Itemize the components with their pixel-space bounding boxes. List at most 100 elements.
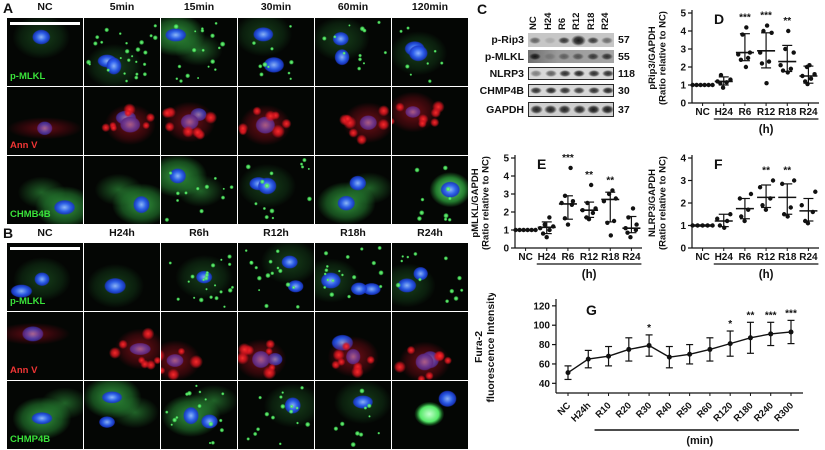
blot-band: [529, 36, 542, 44]
data-point: [544, 235, 549, 240]
blot-kda-marker: 37: [618, 103, 630, 116]
data-point: [778, 62, 783, 68]
y-tick-label: 120: [533, 301, 550, 312]
panel_b-column-header: R24h: [417, 227, 443, 239]
y-axis-label: pMLKL/GAPDH: [470, 168, 481, 237]
data-point: [763, 207, 769, 212]
panel_b-micrograph-r2-c5: [392, 381, 468, 449]
data-point: [570, 199, 576, 204]
panel-D-box: 0 1 2 3 4 5 pRip3/GAPDH (Ratio relative to NC) D…: [645, 0, 825, 148]
blot-band: [543, 36, 556, 44]
data-point: [565, 370, 571, 376]
panel_b-row-label: CHMP4B: [10, 434, 51, 445]
x-tick-label: R6: [739, 252, 752, 263]
y-axis-label: (Ratio relative to NC): [658, 156, 669, 250]
panel_a-micrograph-r0-c0: [7, 18, 83, 86]
significance-marker: **: [762, 166, 770, 177]
panel_a-micrograph-r2-c5: [392, 156, 468, 224]
y-tick-label: 0: [680, 99, 686, 110]
data-point: [757, 185, 763, 190]
x-tick-label: R24: [622, 252, 641, 263]
blot-band: [558, 105, 572, 114]
blot-band: [600, 53, 613, 60]
blot-band: [601, 105, 615, 114]
y-axis-label: fluorescence Intensity: [485, 293, 497, 402]
significance-marker: ***: [739, 12, 751, 23]
y-tick-label: 40: [539, 379, 551, 390]
panel_b-micrograph-r2-c2: [161, 381, 237, 449]
data-point: [761, 28, 766, 34]
x-tick-label: R240: [752, 400, 776, 424]
x-axis-label: (h): [582, 269, 597, 281]
panel_b-micrograph-r1-c1: [84, 312, 160, 380]
panel_a-micrograph-r1-c1: [84, 87, 160, 155]
panel_a-micrograph-r2-c3: [238, 156, 314, 224]
data-point: [791, 178, 797, 183]
data-point: [687, 351, 693, 357]
data-point: [715, 216, 720, 221]
data-point: [740, 32, 745, 37]
y-axis-label: NLRP3/GAPDH: [647, 169, 658, 237]
data-point: [707, 346, 713, 352]
data-point: [610, 188, 615, 193]
data-point: [744, 25, 749, 30]
blot-row-label: CHMP4B: [479, 84, 524, 97]
panel_a-micrograph-r2-c1: [84, 156, 160, 224]
data-point: [783, 46, 788, 52]
x-tick-label: R120: [711, 400, 735, 424]
panel_b-micrograph-r1-c0: [7, 312, 83, 380]
data-point: [542, 222, 547, 227]
data-point: [628, 235, 633, 240]
x-tick-label: R300: [772, 400, 796, 424]
data-point: [808, 76, 814, 81]
panel-a-letter: A: [3, 0, 14, 16]
blot-band: [557, 53, 570, 60]
x-tick-label: H24: [538, 252, 557, 263]
y-tick-label: 4: [503, 172, 509, 183]
significance-marker: *: [647, 323, 651, 334]
panel_a-micrograph-r1-c4: [315, 87, 391, 155]
y-tick-label: 1: [503, 226, 509, 237]
data-point: [727, 341, 733, 347]
x-tick-label: R6: [739, 107, 752, 118]
data-point: [738, 57, 744, 62]
panel_b-micrograph-r0-c4: [315, 243, 391, 311]
line-series: [567, 331, 792, 374]
panel_a-column-header: 120min: [411, 1, 449, 13]
y-axis-label: (Ratio relative to NC): [658, 11, 669, 105]
y-tick-label: 5: [680, 9, 686, 20]
blot-strip: [528, 67, 614, 80]
data-point: [788, 66, 794, 72]
data-point: [788, 329, 794, 335]
panel_a-micrograph-r1-c0: [7, 87, 83, 155]
data-point: [742, 218, 747, 224]
data-point: [788, 205, 793, 210]
x-tick-label: R10: [594, 400, 614, 420]
blot-band: [587, 70, 600, 77]
panel_a-micrograph-r0-c1: [84, 18, 160, 86]
panel-G-letter: G: [586, 302, 597, 318]
panel-E-letter: E: [537, 156, 546, 172]
data-point: [766, 59, 772, 64]
panel-c-letter: C: [477, 1, 488, 17]
blot-band: [558, 87, 571, 94]
data-point: [802, 79, 808, 84]
blot-band: [570, 34, 586, 46]
blot-band: [587, 105, 600, 114]
panel_a-column-header: 60min: [337, 1, 369, 13]
data-point: [791, 50, 796, 55]
panel-E-chart: 0 1 2 3 4 5 pMLKL/GAPDH (Ratio relative to NC) E…: [470, 153, 642, 281]
panel_b-micrograph-r1-c5: [392, 312, 468, 380]
data-point: [588, 182, 594, 188]
x-tick-label: R24: [799, 107, 818, 118]
x-tick-label: R6: [562, 252, 575, 263]
blot-band: [543, 53, 556, 60]
data-point: [666, 354, 672, 360]
y-axis-label: (Ratio relative to NC): [481, 156, 492, 250]
x-tick-label: R24: [799, 252, 818, 263]
data-point: [739, 214, 744, 219]
data-point: [568, 165, 573, 171]
blot-band: [529, 53, 542, 60]
blot-band: [557, 36, 570, 44]
